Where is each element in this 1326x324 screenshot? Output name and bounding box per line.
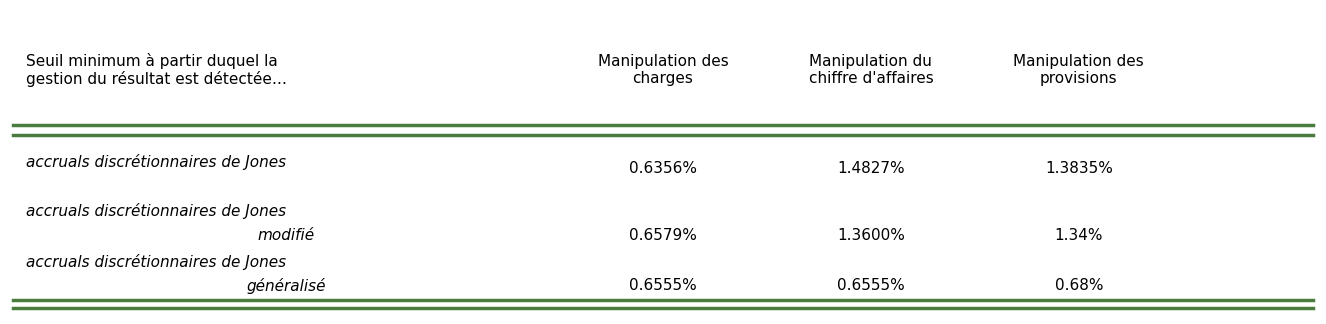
Text: 0.68%: 0.68%	[1054, 278, 1103, 293]
Text: Manipulation des
provisions: Manipulation des provisions	[1013, 54, 1144, 86]
Text: Manipulation des
charges: Manipulation des charges	[598, 54, 728, 86]
Text: 0.6579%: 0.6579%	[629, 227, 697, 243]
Text: Seuil minimum à partir duquel la
gestion du résultat est détectée…: Seuil minimum à partir duquel la gestion…	[27, 52, 288, 87]
Text: 1.3835%: 1.3835%	[1045, 161, 1113, 176]
Text: 0.6555%: 0.6555%	[837, 278, 904, 293]
Text: 1.3600%: 1.3600%	[837, 227, 904, 243]
Text: Manipulation du
chiffre d'affaires: Manipulation du chiffre d'affaires	[809, 54, 934, 86]
Text: 0.6356%: 0.6356%	[629, 161, 697, 176]
Text: accruals discrétionnaires de Jones: accruals discrétionnaires de Jones	[27, 254, 286, 270]
Text: 0.6555%: 0.6555%	[629, 278, 697, 293]
Text: généralisé: généralisé	[247, 278, 326, 294]
Text: modifié: modifié	[257, 227, 314, 243]
Text: accruals discrétionnaires de Jones: accruals discrétionnaires de Jones	[27, 154, 286, 170]
Text: accruals discrétionnaires de Jones: accruals discrétionnaires de Jones	[27, 203, 286, 219]
Text: 1.34%: 1.34%	[1054, 227, 1103, 243]
Text: 1.4827%: 1.4827%	[837, 161, 904, 176]
